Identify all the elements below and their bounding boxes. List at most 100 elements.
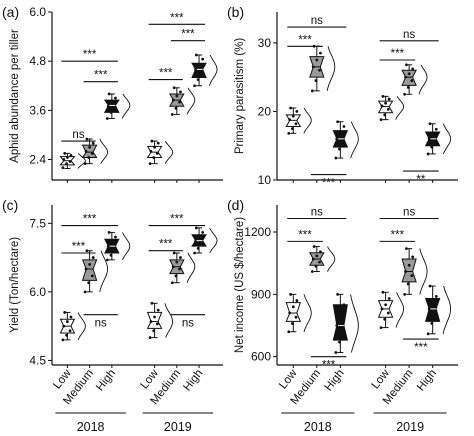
- density-curve: [209, 227, 218, 254]
- data-point: [287, 330, 291, 334]
- data-point: [336, 120, 340, 124]
- data-point: [88, 263, 92, 266]
- data-point: [88, 145, 92, 149]
- data-point: [152, 329, 156, 333]
- significance-label: ***: [322, 178, 336, 190]
- data-point: [170, 281, 174, 285]
- density-curve: [350, 294, 359, 353]
- data-point: [114, 96, 117, 100]
- data-point: [178, 267, 181, 271]
- data-point: [335, 324, 339, 327]
- data-point: [109, 253, 113, 257]
- data-point: [318, 68, 321, 72]
- data-point: [110, 240, 114, 243]
- data-point: [386, 311, 390, 315]
- data-point: [148, 336, 152, 339]
- data-point: [319, 51, 322, 55]
- box-2019-high: [424, 284, 452, 336]
- data-point: [65, 156, 69, 159]
- density-curve: [121, 93, 131, 119]
- y-tick-label: 4.8: [29, 54, 46, 68]
- data-point: [69, 315, 73, 319]
- significance-label: ***: [298, 229, 312, 241]
- data-point: [193, 84, 196, 88]
- data-point: [288, 311, 292, 315]
- data-point: [65, 333, 68, 337]
- data-point: [83, 290, 87, 294]
- y-axis-label: Yield (Ton/hectare): [9, 237, 21, 333]
- significance-label: ***: [170, 214, 184, 226]
- data-point: [336, 292, 340, 296]
- density-curve: [77, 312, 86, 341]
- y-tick-label: 2.4: [29, 153, 46, 167]
- data-point: [383, 317, 387, 321]
- data-point: [106, 104, 110, 108]
- data-point: [110, 100, 114, 104]
- data-point: [407, 263, 411, 267]
- data-point: [314, 79, 318, 82]
- data-point: [200, 72, 204, 75]
- data-point: [288, 118, 292, 122]
- data-point: [387, 297, 391, 300]
- data-point: [91, 141, 95, 145]
- data-point: [384, 303, 387, 307]
- notched-box: [146, 311, 163, 329]
- data-point: [383, 113, 387, 117]
- box-2018-high: [103, 92, 131, 120]
- data-point: [342, 303, 346, 307]
- data-point: [314, 264, 318, 268]
- data-point: [84, 149, 88, 153]
- data-point: [386, 107, 390, 111]
- box-2019-low: [146, 301, 173, 339]
- year-group-label: 2019: [164, 420, 192, 434]
- y-tick-label: 4.5: [29, 353, 46, 367]
- data-point: [380, 104, 384, 108]
- box-2019-high: [191, 53, 218, 88]
- data-point: [407, 72, 411, 76]
- significance-label: ***: [298, 34, 312, 46]
- density-curve: [186, 87, 196, 115]
- data-point: [295, 299, 299, 302]
- data-point: [335, 137, 339, 141]
- data-point: [427, 137, 431, 141]
- year-group-label: 2019: [396, 420, 424, 434]
- data-point: [379, 118, 383, 122]
- data-point: [295, 110, 299, 113]
- data-point: [428, 284, 432, 288]
- data-point: [411, 67, 415, 71]
- y-tick-label: 10: [258, 173, 272, 187]
- notched-box: [332, 304, 348, 341]
- data-point: [433, 140, 437, 144]
- significance-label: ns: [403, 207, 415, 219]
- box-2018-medium: [81, 249, 109, 294]
- data-point: [105, 258, 109, 262]
- data-point: [63, 151, 67, 155]
- data-point: [65, 162, 68, 166]
- notched-box: [81, 259, 98, 281]
- data-point: [338, 131, 342, 135]
- data-point: [106, 244, 110, 248]
- data-point: [381, 94, 385, 98]
- significance-label: ***: [159, 239, 173, 251]
- significance-label: ***: [391, 48, 405, 60]
- data-point: [179, 90, 182, 94]
- y-tick-label: 6.0: [29, 285, 46, 299]
- data-point: [334, 351, 338, 354]
- x-tick-label: High: [94, 367, 118, 393]
- density-curve: [303, 107, 312, 134]
- data-point: [149, 320, 153, 323]
- data-point: [289, 106, 292, 110]
- data-point: [310, 89, 314, 93]
- data-point: [171, 265, 175, 269]
- data-point: [431, 302, 435, 306]
- data-point: [83, 162, 87, 166]
- data-point: [404, 270, 407, 273]
- significance-label: ***: [94, 70, 108, 82]
- box-2019-low: [377, 94, 405, 122]
- data-point: [156, 141, 160, 145]
- data-point: [85, 249, 89, 253]
